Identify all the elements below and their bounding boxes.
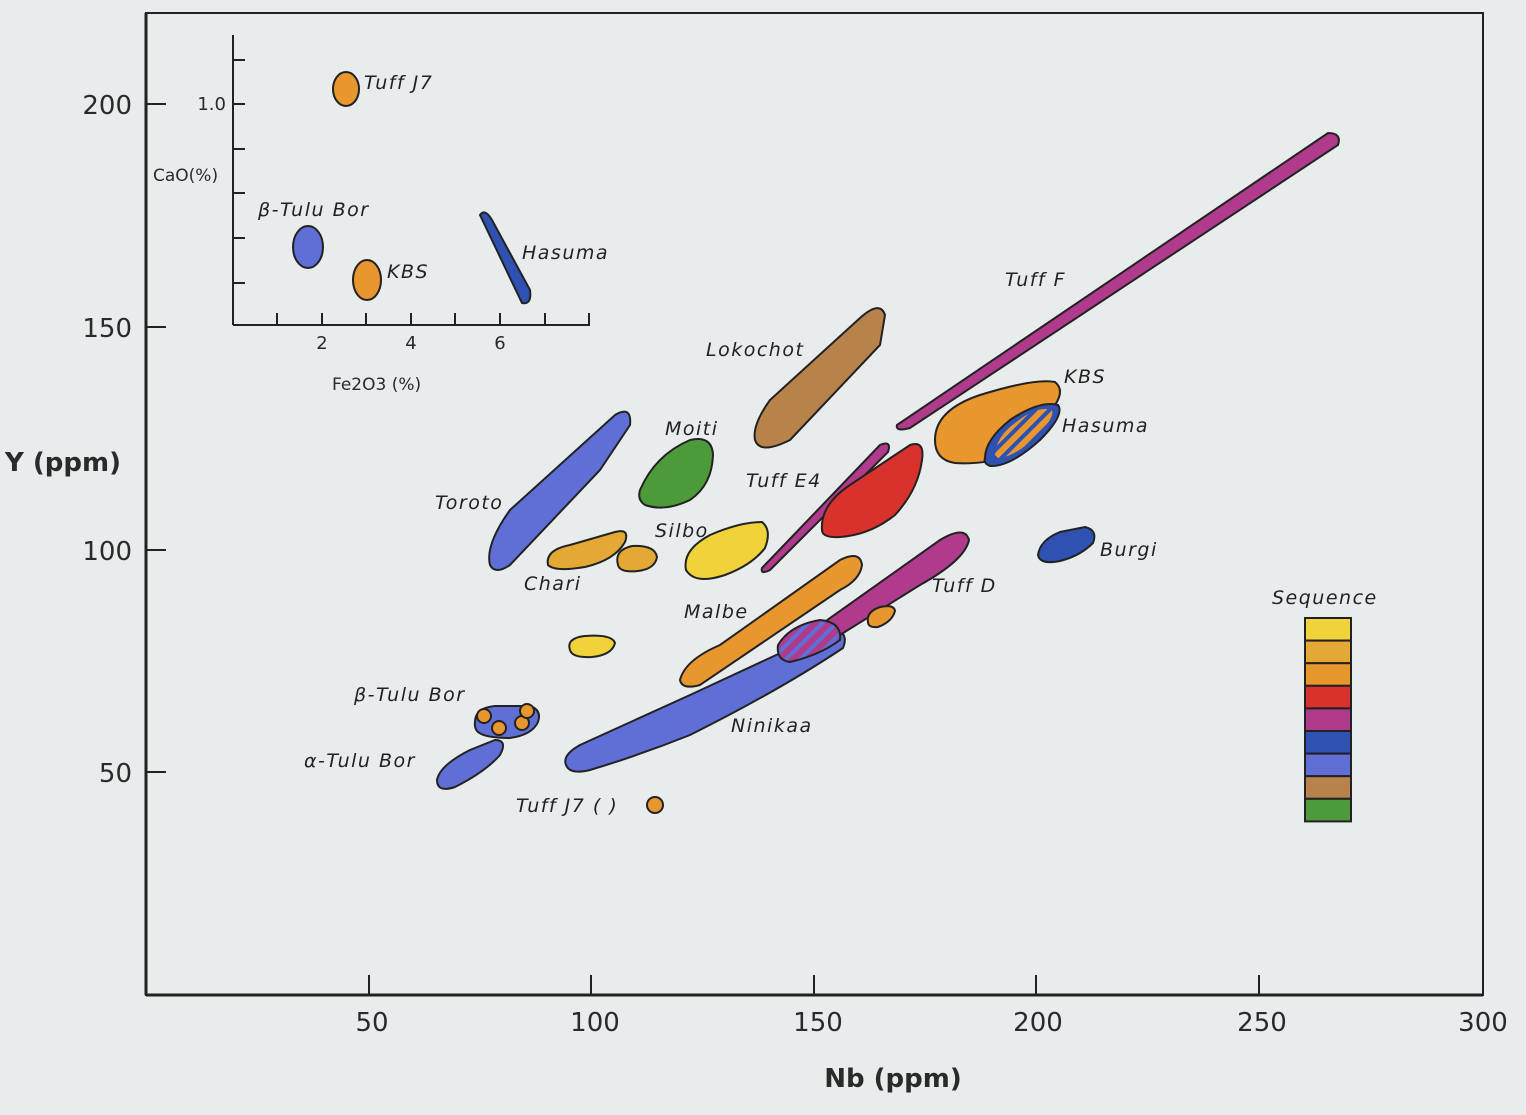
data-fields [435,131,1340,814]
point-tuff-j7 [646,796,664,814]
field-tuff-e4-magenta [760,442,890,574]
legend: Sequence [1272,587,1378,823]
field-silbo [684,520,769,580]
x-tick-label: 250 [1237,1008,1287,1038]
label-chari: Chari [524,573,582,595]
inset-x-tick-label: 6 [494,333,505,354]
field-moiti [638,438,715,509]
label-lokochot: Lokochot [706,339,804,361]
inset-x-tick-label: 4 [405,333,416,354]
field-burgi [1036,525,1096,564]
y-tick-label: 150 [82,314,132,344]
legend-title: Sequence [1272,587,1378,609]
inset-x-ticks [276,313,590,325]
inset-label-hasuma: Hasuma [522,242,609,264]
field-tuff-e4-red [820,443,924,539]
y-tick-label: 100 [82,537,132,567]
field-malbe [678,555,864,688]
field-alpha-tulu-bor [435,738,505,790]
label-hasuma: Hasuma [1062,415,1149,437]
beta-tulu-bor-point [476,708,492,724]
y-tick-label: 50 [99,759,132,789]
legend-swatch [1304,797,1352,823]
inset-label-beta-tulu-bor: β-Tulu Bor [257,199,370,221]
label-silbo: Silbo [655,520,709,542]
field-chari [546,530,628,571]
label-ninikaa: Ninikaa [731,715,813,737]
beta-tulu-bor-point [491,720,507,736]
plot-frame [145,12,1484,996]
inset-point-hasuma [478,211,532,305]
inset-label-tuff-j7: Tuff J7 [364,72,433,94]
y-axis-title: Y (ppm) [4,448,121,478]
field-chari-small [616,544,659,573]
label-moiti: Moiti [665,418,719,440]
legend-swatch [1304,662,1352,687]
field-tuff-f [895,131,1340,431]
inset-y-ticks [233,59,245,284]
label-alpha-tulu-bor: α-Tulu Bor [304,750,416,772]
label-tuff-d: Tuff D [932,575,997,597]
field-ninikaa [564,628,846,773]
inset-point-tuff-j7 [332,71,360,107]
x-tick-label: 200 [1013,1008,1063,1038]
legend-swatch [1304,617,1352,642]
label-tuff-e4: Tuff E4 [746,470,822,492]
inset-y-tick-label: 1.0 [197,94,226,115]
label-burgi: Burgi [1100,539,1158,561]
x-axis-title: Nb (ppm) [824,1064,962,1094]
label-beta-tulu-bor: β-Tulu Bor [353,684,466,706]
label-tuff-j7: Tuff J7 ( ) [516,795,618,817]
y-axis-ticks [146,103,166,773]
legend-swatch [1304,775,1352,800]
inset-label-kbs: KBS [387,261,429,283]
inset-chart: 2 4 6 1.0 CaO(%) Fe2O3 (%) Tuff J7 β-Tul… [153,35,609,395]
legend-swatch [1304,707,1352,733]
x-axis-ticks [368,975,1260,995]
inset-point-beta-tulu-bor [292,225,324,269]
inset-y-axis-title: CaO(%) [153,166,218,186]
inset-x-tick-label: 2 [316,333,327,354]
label-toroto: Toroto [435,492,503,514]
label-malbe: Malbe [684,601,749,623]
field-small-orange [866,605,897,629]
field-labels: Tuff F Lokochot KBS Hasuma Moiti Toroto … [304,269,1158,817]
field-lokochot [753,307,887,449]
label-tuff-f: Tuff F [1005,269,1066,291]
x-tick-label: 50 [355,1008,388,1038]
legend-swatch [1304,639,1352,665]
legend-swatches [1304,617,1352,823]
inset-x-axis-title: Fe2O3 (%) [332,375,421,395]
field-toroto [488,410,632,571]
legend-swatch [1304,752,1352,778]
beta-tulu-bor-point [519,703,535,719]
legend-swatch [1304,730,1352,755]
field-tuffd-ninikaa-overlap [776,618,842,664]
label-kbs: KBS [1064,366,1106,388]
x-tick-label: 300 [1458,1008,1508,1038]
x-tick-label: 100 [570,1008,620,1038]
field-small-yellow [568,634,617,659]
legend-swatch [1304,684,1352,710]
y-tick-label: 200 [82,91,132,121]
x-tick-label: 150 [793,1008,843,1038]
field-kbs-hasuma-overlap [995,408,1053,458]
inset-point-kbs [352,259,382,301]
